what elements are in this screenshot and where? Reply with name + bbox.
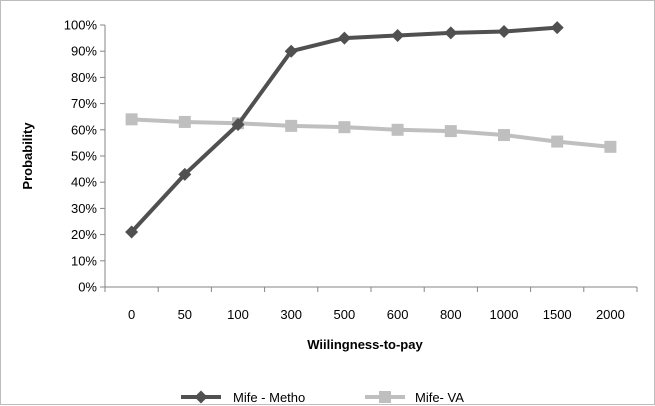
y-tick-label: 100% (64, 18, 98, 33)
x-tick-label: 1000 (490, 307, 519, 322)
axes (104, 25, 637, 288)
y-tick-label: 60% (71, 122, 97, 137)
legend-item-1: Mife- VA (365, 390, 464, 405)
x-tick-label: 500 (334, 307, 356, 322)
data-point-diamond (444, 26, 458, 40)
data-point-square (444, 125, 457, 138)
x-tick-label: 100 (227, 307, 249, 322)
y-tick-label: 40% (71, 175, 97, 190)
data-point-square (551, 135, 564, 148)
legend-label: Mife - Metho (233, 390, 305, 405)
x-axis-title: Wiilingness-to-pay (307, 337, 423, 352)
data-point-diamond (391, 28, 405, 42)
data-point-square (391, 123, 404, 136)
data-point-square (338, 121, 351, 134)
y-tick-labels: 0% 10% 20% 30% 40% 50% 60% 70% 80% 90% 100% (64, 18, 105, 295)
data-point-square (125, 113, 138, 126)
x-tick-label: 1500 (543, 307, 572, 322)
y-tick-label: 90% (71, 44, 97, 59)
y-tick-label: 70% (71, 96, 97, 111)
data-point-diamond (125, 225, 139, 239)
x-tick-label: 800 (440, 307, 462, 322)
y-tick-label: 0% (78, 280, 97, 295)
x-tick-label: 2000 (596, 307, 625, 322)
series-line (131, 117, 611, 149)
data-point-diamond (497, 25, 511, 39)
data-point-diamond (178, 167, 192, 181)
legend-item-0: Mife - Metho (181, 390, 305, 405)
data-point-square (285, 119, 298, 132)
legend-label: Mife- VA (415, 390, 464, 405)
legend: Mife - Metho Mife- VA (181, 390, 464, 405)
data-point-square (498, 129, 510, 142)
y-axis-title: Probability (20, 122, 35, 190)
x-tick-label: 600 (387, 307, 409, 322)
y-tick-label: 80% (71, 70, 97, 85)
x-tick-label: 50 (178, 307, 192, 322)
data-point-diamond (284, 44, 298, 58)
series-1 (125, 113, 617, 153)
series-layer (125, 21, 617, 239)
data-point-diamond (231, 118, 245, 132)
y-tick-label: 10% (71, 253, 97, 268)
series-0 (125, 21, 564, 239)
x-tick-label: 0 (128, 307, 135, 322)
data-point-square (178, 115, 191, 128)
data-point-diamond (194, 390, 208, 404)
data-point-square (604, 140, 617, 153)
y-tick-label: 30% (71, 201, 97, 216)
data-point-diamond (337, 31, 351, 45)
x-tick-labels: 0 50 100 300 500 600 800 1000 1500 2000 (104, 287, 638, 322)
data-point-square (379, 391, 391, 403)
y-tick-label: 50% (71, 149, 97, 164)
x-tick-label: 300 (280, 307, 302, 322)
data-point-diamond (550, 21, 564, 35)
y-tick-label: 20% (71, 227, 97, 242)
